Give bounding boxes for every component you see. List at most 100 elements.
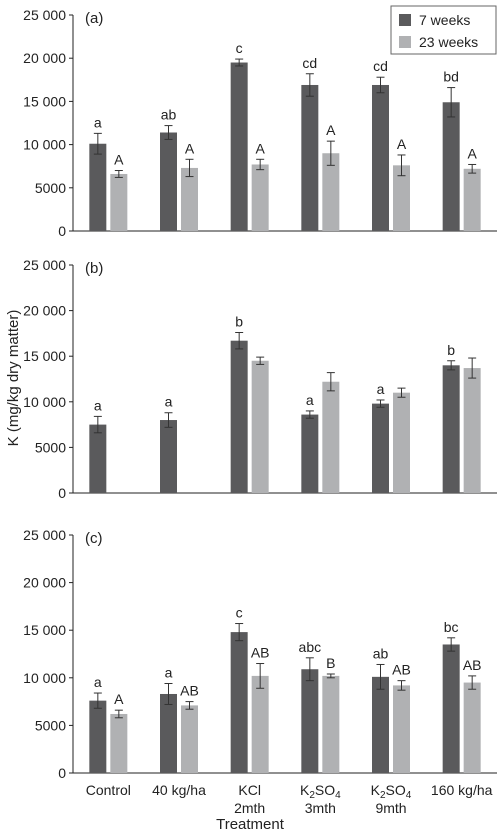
y-tick-label: 25 000 (23, 7, 66, 23)
significance-label: c (236, 605, 243, 621)
bar (301, 84, 319, 231)
y-tick-label: 5000 (35, 439, 66, 455)
significance-label: ab (373, 645, 389, 661)
y-tick-label: 15 000 (23, 622, 66, 638)
x-tick-label: 40 kg/ha (152, 782, 206, 798)
y-tick-label: 10 000 (23, 670, 66, 686)
bar (393, 165, 410, 231)
bar (372, 403, 389, 493)
panel-label: (b) (85, 260, 103, 277)
y-tick-label: 10 000 (23, 137, 66, 153)
bar (110, 713, 128, 773)
bar (230, 62, 248, 231)
y-tick-label: 10 000 (23, 394, 66, 410)
significance-label: A (255, 140, 265, 156)
y-tick-label: 15 000 (23, 348, 66, 364)
bar (463, 368, 481, 493)
significance-label: bd (443, 69, 459, 85)
significance-label: a (165, 665, 173, 681)
y-tick-label: 20 000 (23, 50, 66, 66)
y-tick-label: 25 000 (23, 527, 66, 543)
bar (251, 675, 269, 773)
bar (110, 173, 128, 231)
bar (301, 414, 319, 493)
significance-label: a (94, 397, 102, 413)
x-tick-label: 9mth (375, 800, 406, 816)
x-tick-label: 3mth (305, 800, 336, 816)
y-tick-label: 5000 (35, 180, 66, 196)
significance-label: A (326, 122, 336, 138)
significance-label: cd (302, 55, 317, 71)
significance-label: a (94, 114, 102, 130)
bar (89, 424, 107, 493)
significance-label: a (377, 381, 385, 397)
legend-label: 7 weeks (419, 12, 470, 28)
x-tick-label: KCl (238, 782, 261, 798)
legend-swatch (399, 36, 411, 48)
bar (372, 676, 389, 773)
bar (372, 84, 389, 231)
significance-label: AB (392, 662, 411, 678)
bar (301, 669, 319, 773)
bar (322, 153, 340, 231)
y-tick-label: 25 000 (23, 257, 66, 273)
significance-label: a (94, 674, 102, 690)
y-axis-title: K (mg/kg dry matter) (5, 310, 22, 447)
y-tick-label: 20 000 (23, 303, 66, 319)
significance-label: b (235, 313, 243, 329)
bar (230, 340, 248, 493)
bar (322, 675, 340, 773)
significance-label: ab (161, 107, 177, 123)
bar (322, 381, 340, 493)
bar (181, 705, 198, 773)
bar (463, 682, 481, 773)
significance-label: c (236, 40, 243, 56)
x-axis-title: Treatment (216, 816, 285, 833)
y-tick-label: 0 (58, 485, 66, 501)
significance-label: A (114, 691, 124, 707)
significance-label: abc (299, 639, 322, 655)
bar (393, 685, 410, 773)
y-tick-label: 0 (58, 765, 66, 781)
significance-label: AB (180, 683, 199, 699)
significance-label: B (326, 655, 335, 671)
bar (89, 143, 107, 231)
bar (89, 700, 107, 773)
significance-label: a (306, 392, 314, 408)
bar (442, 365, 460, 493)
panel-label: (a) (85, 10, 103, 27)
bar (160, 420, 177, 493)
x-tick-label: 160 kg/ha (431, 782, 493, 798)
significance-label: cd (373, 58, 388, 74)
bar (251, 360, 269, 493)
x-tick-label: K2SO4 (300, 782, 341, 801)
significance-label: AB (463, 657, 482, 673)
significance-label: AB (251, 645, 270, 661)
significance-label: A (397, 136, 407, 152)
bar (442, 102, 460, 231)
y-tick-label: 0 (58, 223, 66, 239)
significance-label: A (467, 145, 477, 161)
bar (251, 164, 269, 231)
y-tick-label: 15 000 (23, 93, 66, 109)
panel-label: (c) (85, 530, 103, 547)
bar (442, 644, 460, 773)
significance-label: b (447, 342, 455, 358)
legend-swatch (399, 14, 411, 26)
x-tick-label: Control (86, 782, 131, 798)
significance-label: A (114, 152, 124, 168)
bar (230, 632, 248, 773)
bar (160, 132, 177, 231)
y-tick-label: 5000 (35, 717, 66, 733)
bar (463, 168, 481, 231)
x-tick-label: K2SO4 (371, 782, 412, 801)
bar (160, 693, 177, 773)
bar (181, 167, 198, 231)
y-tick-label: 20 000 (23, 575, 66, 591)
significance-label: A (185, 140, 195, 156)
significance-label: a (165, 394, 173, 410)
bar (393, 392, 410, 493)
x-tick-label: 2mth (234, 800, 265, 816)
legend-label: 23 weeks (419, 34, 478, 50)
